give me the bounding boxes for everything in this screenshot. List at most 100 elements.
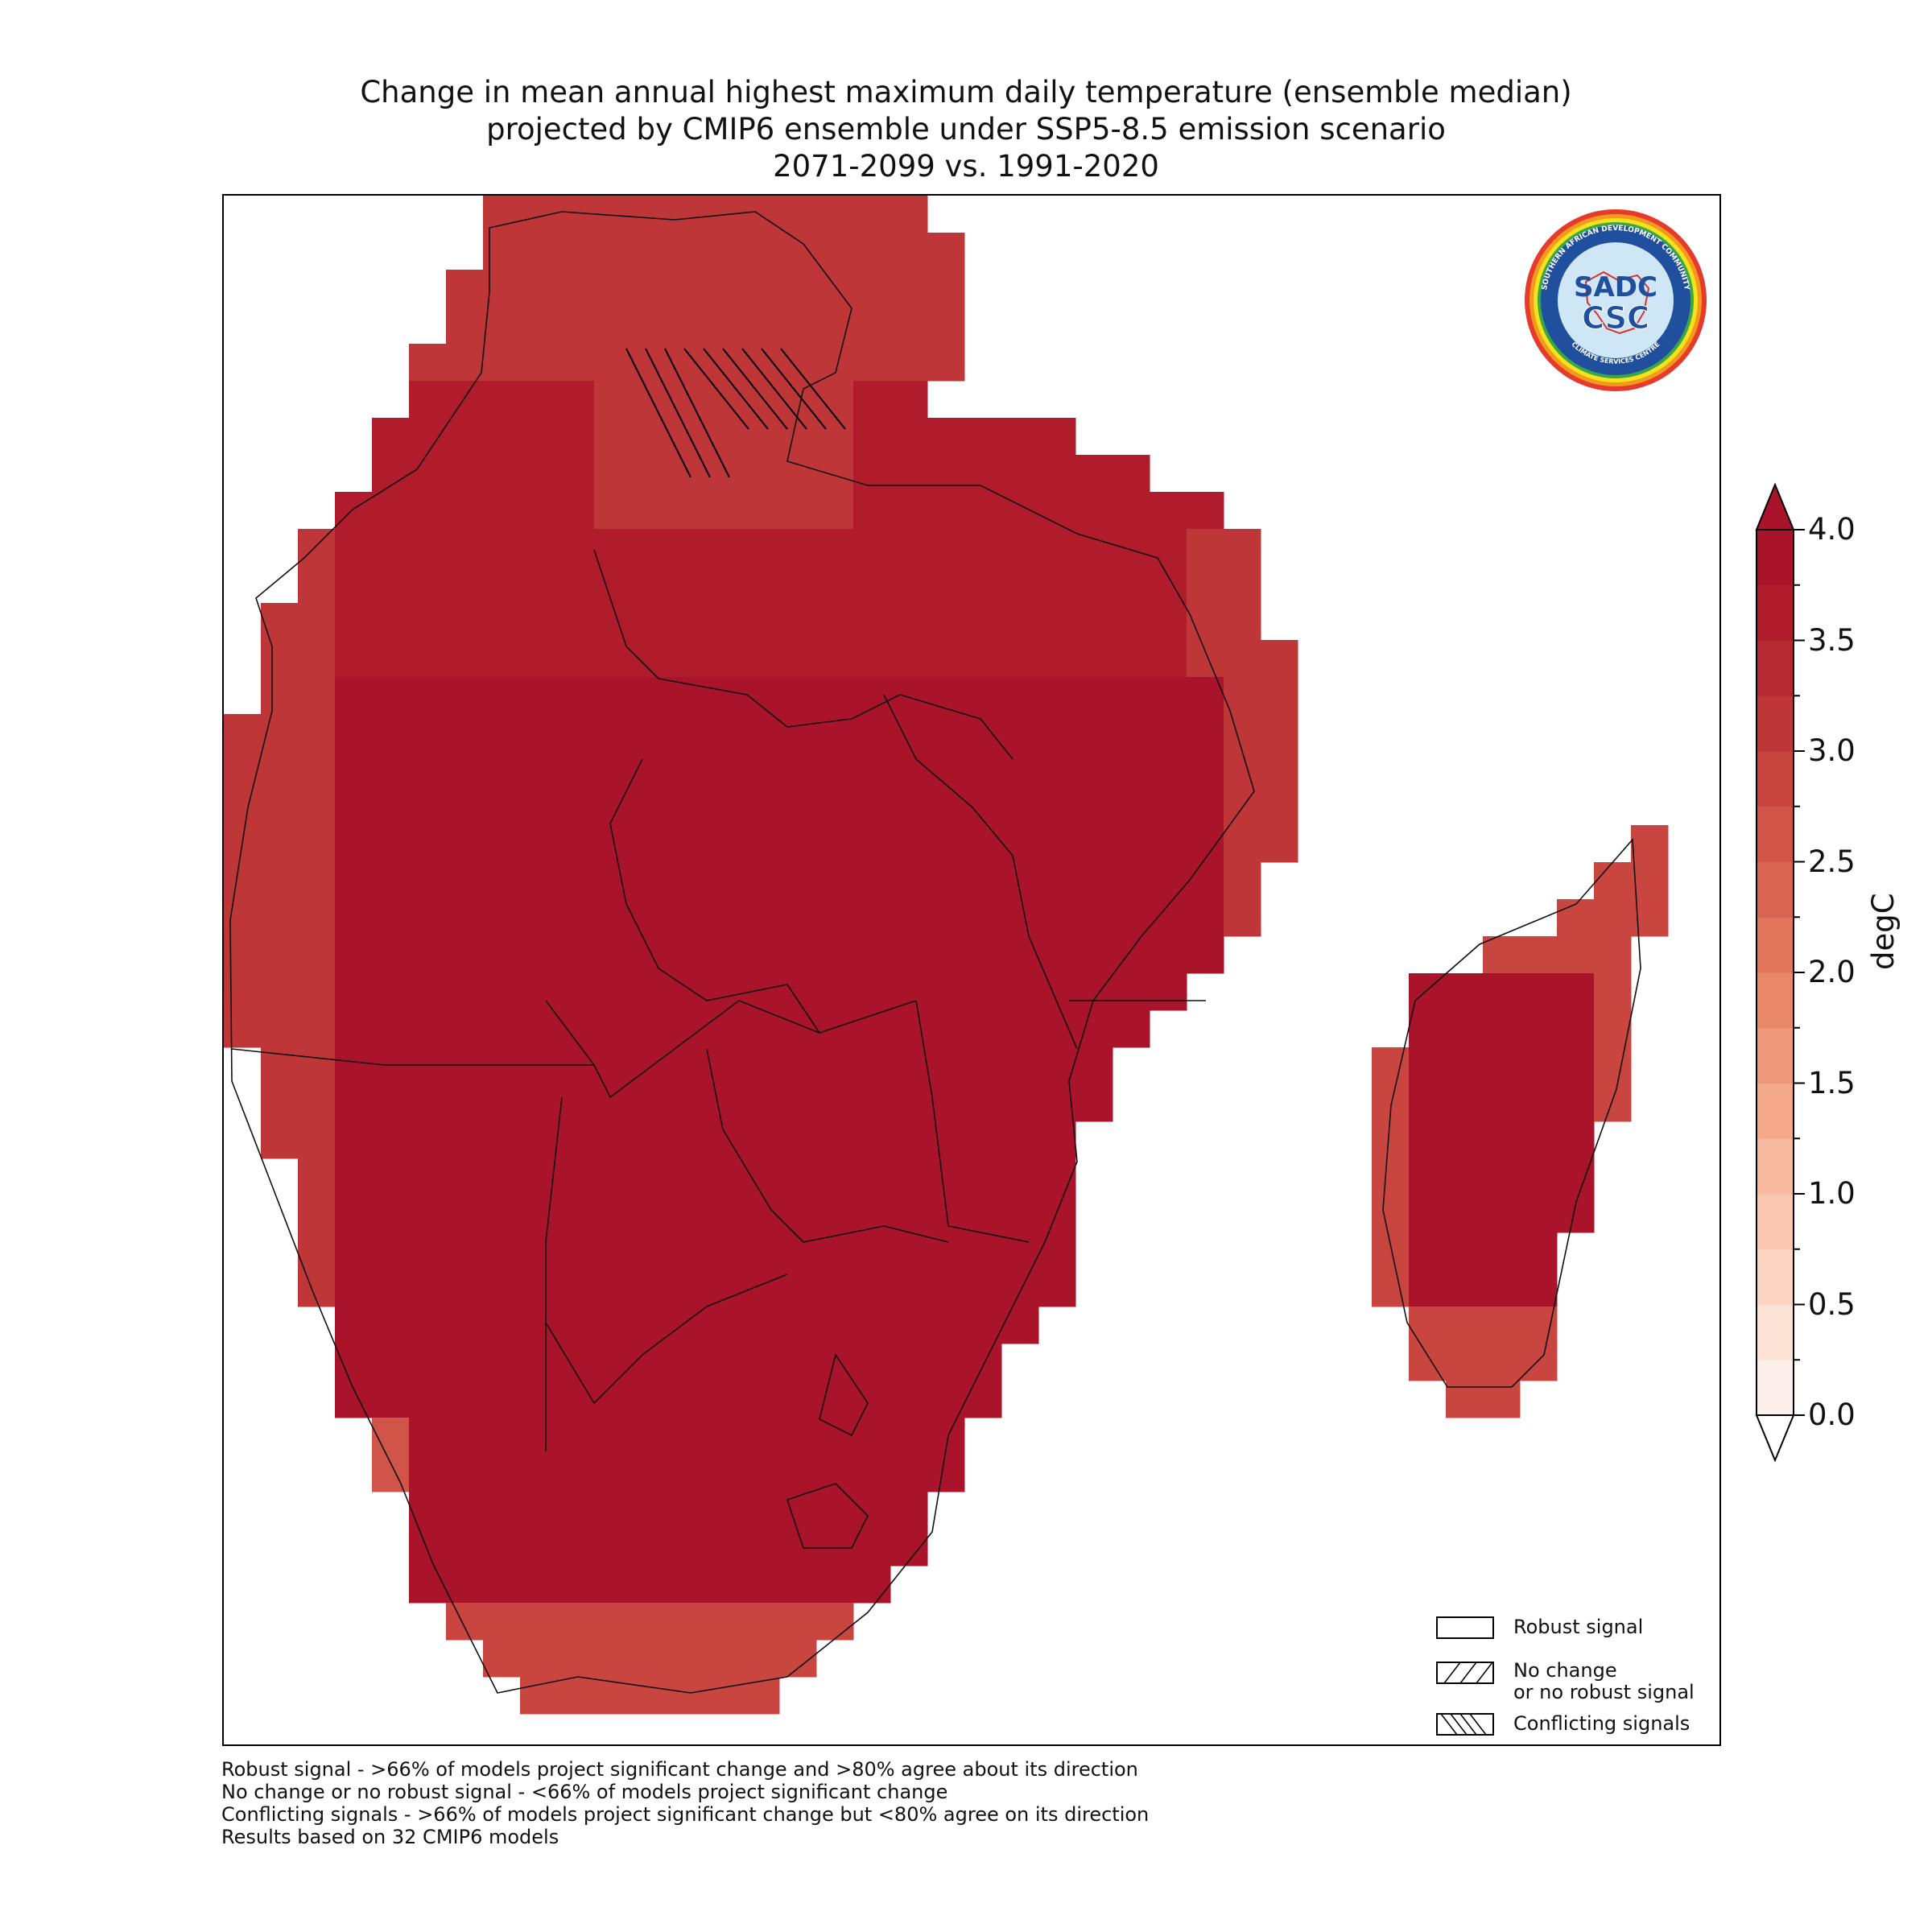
grid-cell (705, 751, 743, 789)
grid-cell (1224, 714, 1261, 752)
grid-cell (335, 1084, 373, 1122)
grid-cell (779, 973, 817, 1011)
grid-cell (483, 1010, 521, 1048)
grid-cell (1520, 1121, 1558, 1159)
country-border (915, 1000, 1030, 1243)
grid-cell (816, 1492, 854, 1530)
grid-cell (224, 973, 262, 1011)
footnote-4: Results based on 32 CMIP6 models (221, 1826, 559, 1848)
grid-cell (224, 899, 262, 937)
grid-cell (779, 899, 817, 937)
grid-cell (631, 529, 669, 567)
grid-cell (1075, 1047, 1113, 1085)
grid-cell (631, 973, 669, 1011)
grid-cell (1001, 825, 1039, 863)
grid-cell (927, 1307, 965, 1344)
grid-cell (742, 1603, 780, 1641)
grid-cell (557, 1640, 595, 1678)
grid-cell (409, 1047, 447, 1085)
grid-cell (1187, 788, 1224, 826)
grid-cell (1150, 825, 1187, 863)
grid-cell (631, 307, 669, 345)
grid-cell (1483, 1269, 1521, 1307)
grid-cell (853, 1010, 891, 1048)
grid-cell (1038, 714, 1076, 752)
grid-cell (964, 640, 1002, 678)
grid-cell (1446, 1084, 1484, 1122)
grid-cell (853, 418, 891, 456)
colorbar-extend-min (1755, 1414, 1795, 1463)
grid-cell (446, 1344, 484, 1381)
grid-cell (779, 1232, 817, 1270)
grid-cell (631, 1677, 669, 1715)
grid-cell (964, 492, 1002, 530)
grid-cell (1520, 1232, 1558, 1270)
grid-cell (779, 1307, 817, 1344)
grid-cell (557, 1381, 595, 1418)
grid-cell (631, 1195, 669, 1233)
grid-cell (1261, 714, 1298, 752)
colorbar-tick-label: 3.5 (1808, 622, 1856, 658)
grid-cell (668, 1418, 706, 1455)
grid-cell (446, 788, 484, 826)
grid-cell (520, 862, 558, 900)
grid-cell (927, 640, 965, 678)
grid-cell (409, 677, 447, 715)
grid-cell (816, 344, 854, 382)
grid-cell (631, 1418, 669, 1455)
grid-cell (1520, 1158, 1558, 1196)
grid-cell (483, 233, 521, 270)
grid-cell (1150, 529, 1187, 567)
grid-cell (853, 1195, 891, 1233)
grid-cell (335, 640, 373, 678)
grid-cell (890, 492, 928, 530)
grid-cell (927, 973, 965, 1011)
grid-cell (557, 825, 595, 863)
grid-cell (853, 492, 891, 530)
grid-cell (372, 1344, 410, 1381)
grid-cell (224, 1010, 262, 1048)
grid-cell (483, 529, 521, 567)
grid-cell (372, 1195, 410, 1233)
grid-cell (557, 1455, 595, 1492)
grid-cell (816, 1010, 854, 1048)
grid-cell (1261, 751, 1298, 789)
grid-cell (890, 529, 928, 567)
grid-cell (705, 418, 743, 456)
grid-cell (557, 1232, 595, 1270)
grid-cell (594, 529, 632, 567)
grid-cell (483, 936, 521, 974)
colorbar-tick-label: 3.0 (1808, 733, 1856, 768)
grid-cell (890, 566, 928, 604)
grid-cell (890, 381, 928, 419)
grid-cell (927, 936, 965, 974)
grid-cell (1187, 529, 1224, 567)
grid-cell (853, 1455, 891, 1492)
grid-cell (594, 825, 632, 863)
grid-cell (1038, 936, 1076, 974)
grid-cell (742, 418, 780, 456)
grid-cell (1557, 1195, 1595, 1233)
grid-cell (705, 455, 743, 493)
grid-cell (668, 1010, 706, 1048)
grid-cell (446, 936, 484, 974)
hatch-line (683, 348, 749, 430)
grid-cell (1520, 1010, 1558, 1048)
colorbar-tick-label: 1.5 (1808, 1065, 1856, 1100)
grid-cell (705, 1195, 743, 1233)
grid-cell (1113, 529, 1150, 567)
grid-cell (1001, 1047, 1039, 1085)
grid-cell (668, 1529, 706, 1567)
grid-cell (261, 751, 299, 789)
grid-cell (1187, 936, 1224, 974)
grid-cell (557, 1121, 595, 1159)
grid-cell (853, 529, 891, 567)
grid-cell (594, 1492, 632, 1530)
grid-cell (298, 936, 336, 974)
grid-cell (1075, 973, 1113, 1011)
grid-cell (557, 1603, 595, 1641)
grid-cell (668, 640, 706, 678)
colorbar-tick-label: 2.5 (1808, 844, 1856, 879)
grid-cell (779, 233, 817, 270)
grid-cell (631, 603, 669, 641)
